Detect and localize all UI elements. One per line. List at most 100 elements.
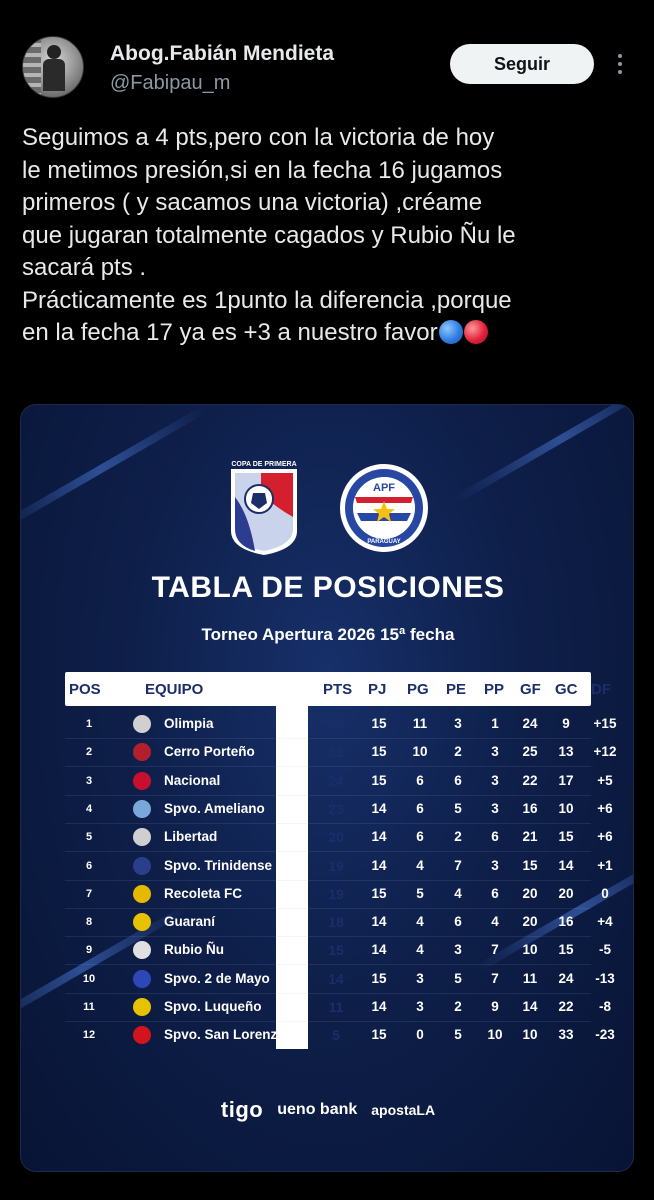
- table-row: 11 Spvo. Luqueño 11 14 3 2 9 14 22 -8: [65, 993, 611, 1021]
- cell-pos: 2: [85, 746, 93, 758]
- cell-pts: 18: [328, 914, 344, 930]
- cell-gc: 13: [558, 744, 574, 759]
- table-header: POS EQUIPO PTS PJ PG PE PP GF GC DF: [65, 672, 611, 706]
- cell-pe: 2: [454, 999, 462, 1014]
- cell-pts: 19: [328, 858, 344, 874]
- cell-df: -13: [595, 971, 615, 986]
- cell-gc: 15: [558, 829, 574, 844]
- cell-gf: 21: [522, 829, 538, 844]
- tweet-line: le metimos presión,si en la fecha 16 jug…: [22, 156, 503, 184]
- cell-pj: 15: [371, 773, 387, 788]
- cell-gf: 10: [522, 1027, 538, 1042]
- cell-pe: 2: [454, 744, 462, 759]
- author-handle[interactable]: @Fabipau_m: [110, 72, 231, 94]
- team-crest-icon: [133, 800, 151, 818]
- standings-title: TABLA DE POSICIONES: [151, 571, 505, 604]
- more-options-icon[interactable]: [612, 50, 628, 78]
- tweet-text: Seguimos a 4 pts,pero con la victoria de…: [22, 122, 632, 350]
- table-row: 10 Spvo. 2 de Mayo 14 15 3 5 7 11 24 -13: [65, 965, 615, 993]
- cell-pp: 4: [491, 914, 499, 929]
- cell-df: -5: [598, 942, 611, 957]
- row-divider: [65, 936, 591, 937]
- cell-pts: 23: [328, 801, 344, 817]
- cell-team: Spvo. 2 de Mayo: [164, 971, 270, 986]
- cell-pts: 11: [328, 999, 344, 1015]
- cell-gf: 24: [522, 716, 538, 731]
- team-crest-icon: [133, 743, 151, 761]
- team-crest-icon: [133, 857, 151, 875]
- author-name[interactable]: Abog.Fabián Mendieta: [110, 42, 335, 65]
- cell-pos: 4: [85, 803, 93, 815]
- row-divider: [65, 880, 591, 881]
- table-row: 7 Recoleta FC 19 15 5 4 6 20 20 0: [65, 880, 609, 908]
- table-row: 6 Spvo. Trinidense 19 14 4 7 3 15 14 +1: [65, 852, 613, 880]
- cell-pj: 14: [371, 829, 387, 844]
- cell-pp: 3: [491, 773, 499, 788]
- tweet-line: primeros ( y sacamos una victoria) ,créa…: [22, 189, 483, 216]
- cell-gf: 22: [522, 773, 538, 788]
- cell-pe: 5: [454, 971, 462, 986]
- cell-pp: 3: [491, 744, 499, 759]
- follow-button[interactable]: Seguir: [450, 44, 594, 84]
- cell-df: +6: [597, 801, 613, 816]
- cell-pj: 15: [371, 744, 387, 759]
- avatar[interactable]: [22, 36, 84, 98]
- cell-gf: 15: [522, 858, 538, 873]
- apf-logo-subtext: PARAGUAY: [367, 539, 400, 545]
- team-crest-icon: [133, 828, 151, 846]
- cell-pe: 4: [454, 886, 462, 901]
- cell-pj: 15: [371, 886, 387, 901]
- decor-streak: [21, 405, 207, 533]
- cell-pj: 14: [371, 858, 387, 873]
- cell-pe: 3: [454, 716, 462, 731]
- tweet-line: sacará pts .: [22, 254, 147, 281]
- cell-pj: 14: [371, 999, 387, 1014]
- cell-pe: 2: [454, 829, 462, 844]
- cell-pts: 24: [328, 773, 344, 789]
- cell-df: +15: [593, 716, 617, 731]
- table-row: 5 Libertad 20 14 6 2 6 21 15 +6: [65, 823, 613, 851]
- cell-pg: 6: [416, 773, 424, 788]
- team-crest-icon: [133, 1026, 151, 1044]
- cell-team: Spvo. San Lorenzo: [164, 1027, 286, 1042]
- col-pts: PTS: [323, 681, 353, 698]
- cell-pts: 19: [328, 886, 344, 902]
- cell-pos: 1: [85, 718, 93, 730]
- cell-gc: 14: [558, 858, 574, 873]
- row-divider: [65, 795, 591, 796]
- copa-de-primera-logo: COPA DE PRIMERA: [231, 461, 297, 555]
- cell-pg: 3: [416, 971, 424, 986]
- cell-gf: 11: [522, 971, 538, 986]
- col-pg: PG: [407, 681, 429, 698]
- cell-df: +1: [597, 858, 613, 873]
- decor-streak: [455, 405, 633, 503]
- sponsor-aposta: apostaLA: [371, 1102, 436, 1118]
- cell-pp: 6: [491, 886, 499, 901]
- cell-pg: 5: [416, 886, 424, 901]
- cell-pos: 6: [85, 860, 93, 872]
- cell-pos: 7: [85, 888, 93, 900]
- cell-pts: 32: [328, 744, 344, 760]
- row-divider: [65, 823, 591, 824]
- avatar-background: [23, 37, 41, 97]
- cell-gc: 22: [558, 999, 574, 1014]
- cell-df: +4: [597, 914, 613, 929]
- cell-pp: 7: [491, 942, 499, 957]
- standings-image[interactable]: COPA DE PRIMERA APF PARAGUAY TABLA DE PO…: [20, 404, 634, 1172]
- row-divider: [65, 738, 591, 739]
- blue-circle-icon: [438, 320, 463, 344]
- tweet-line: Prácticamente es 1punto la diferencia ,p…: [22, 286, 512, 314]
- tweet-line: que jugaran totalmente cagados y Rubio Ñ…: [22, 221, 516, 249]
- table-row: 4 Spvo. Ameliano 23 14 6 5 3 16 10 +6: [65, 795, 613, 823]
- avatar-head: [47, 45, 61, 59]
- cell-pos: 5: [85, 831, 93, 843]
- cell-pj: 14: [371, 942, 387, 957]
- cell-pts: 15: [328, 942, 344, 958]
- cell-pp: 6: [491, 829, 499, 844]
- row-divider: [65, 993, 591, 994]
- cell-pe: 5: [454, 801, 462, 816]
- cell-team: Nacional: [164, 773, 221, 788]
- cell-pg: 6: [416, 829, 424, 844]
- cell-pp: 10: [487, 1027, 503, 1042]
- row-divider: [65, 766, 591, 767]
